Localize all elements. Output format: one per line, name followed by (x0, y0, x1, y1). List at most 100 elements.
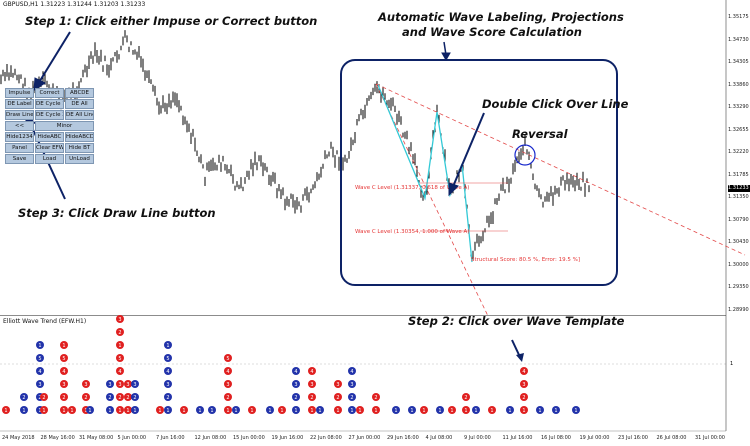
price-tick: 1.28990 (728, 306, 749, 313)
wave-marker (552, 406, 560, 414)
efw-control-panel: Impulse Correct ABCDE DE Label DE Cycle 1 DE … (5, 88, 94, 164)
wave-marker (60, 341, 68, 349)
panel-button-draw-line[interactable]: Draw Line (5, 110, 34, 120)
wave-marker-label: 2 (84, 395, 87, 401)
wave-marker (420, 406, 428, 414)
price-tick: 1.34730 (728, 36, 749, 43)
wave-marker-label: 1 (4, 408, 7, 414)
panel-button-de-cycle-1[interactable]: DE Cycle 1 (35, 99, 64, 109)
price-tick: 1.32655 (728, 126, 749, 133)
wave-marker-label: 1 (522, 408, 525, 414)
panel-button-hide-bt[interactable]: Hide BT (65, 143, 94, 153)
price-chart[interactable]: Wave C Level (1.31337, 0.618 of Wave A) … (0, 0, 750, 315)
wave-marker (348, 367, 356, 375)
wave-marker (520, 406, 528, 414)
channel-lower-line[interactable] (375, 83, 488, 315)
panel-button-back[interactable]: << (5, 121, 34, 131)
wave-marker-label: 1 (374, 408, 377, 414)
wave-marker-label: 1 (38, 343, 41, 349)
wave-marker-label: 1 (70, 408, 73, 414)
wave-marker (106, 393, 114, 401)
indicator-chart[interactable]: 1121234511212345111231123123451234123123… (0, 315, 750, 446)
panel-button-abcde[interactable]: ABCDE (65, 88, 94, 98)
panel-button-load[interactable]: Load (35, 154, 64, 164)
panel-button-save[interactable]: Save (5, 154, 34, 164)
panel-button-unload[interactable]: UnLoad (65, 154, 94, 164)
wave-marker-label: 5 (38, 356, 41, 362)
double-click-note: Double Click Over Line (482, 97, 629, 111)
wave-marker (60, 354, 68, 362)
structural-score: Structural Score: 80.5 %, Error: 19.5 %] (471, 257, 580, 263)
panel-button-de-all[interactable]: DE All (65, 99, 94, 109)
reversal-circle (514, 144, 536, 166)
wave-marker-label: 2 (294, 395, 297, 401)
wave-marker (131, 380, 139, 388)
panel-button-clear-efw[interactable]: Clear EFW (35, 143, 64, 153)
panel-button-de-label[interactable]: DE Label (5, 99, 34, 109)
wave-marker (116, 380, 124, 388)
time-tick: 22 Jun 08:00 (310, 435, 342, 441)
panel-button-hide1234[interactable]: Hide1234 (5, 132, 34, 142)
wave-marker (462, 406, 470, 414)
wave-marker-label: 1 (62, 343, 65, 349)
wave-marker (116, 328, 124, 336)
wave-marker (334, 393, 342, 401)
wave-marker-label: 1 (294, 408, 297, 414)
time-tick: 24 May 2018 (2, 435, 35, 441)
wave-marker (308, 380, 316, 388)
wave-marker-label: 2 (22, 395, 25, 401)
wave-marker (488, 406, 496, 414)
wave-marker (164, 367, 172, 375)
wave-marker-label: 4 (350, 369, 353, 375)
panel-button-minor[interactable]: Minor (35, 121, 94, 131)
wave-marker-label: 1 (474, 408, 477, 414)
time-tick: 12 Jun 08:00 (194, 435, 227, 441)
wave-marker-label: 3 (336, 382, 339, 388)
wave-marker (36, 380, 44, 388)
wave-marker-label: 3 (133, 382, 136, 388)
reversal-note: Reversal (512, 127, 568, 141)
wave-marker-label: 1 (62, 408, 65, 414)
current-price-tag: 1.31233 (728, 185, 750, 192)
panel-button-correct[interactable]: Correct (35, 88, 64, 98)
wave-marker-label: 1 (182, 408, 185, 414)
wave-marker (131, 393, 139, 401)
wave-marker-label: 1 (394, 408, 397, 414)
channel-upper-line[interactable] (375, 83, 746, 256)
panel-button-hideabc[interactable]: HideABC (35, 132, 64, 142)
wave-marker (68, 406, 76, 414)
wave-marker (86, 406, 94, 414)
wave-marker (224, 380, 232, 388)
time-tick: 31 Jul 00:00 (695, 435, 725, 441)
arrow-double-click-head (448, 182, 459, 197)
wave-marker (292, 406, 300, 414)
time-tick: 11 Jul 16:00 (502, 435, 533, 441)
wave-marker (82, 380, 90, 388)
wave-marker-label: 2 (350, 395, 353, 401)
wave-marker-label: 4 (294, 369, 297, 375)
wave-marker-label: 1 (158, 408, 161, 414)
wave-marker (308, 393, 316, 401)
wave-marker (60, 406, 68, 414)
panel-button-de-cycle-2[interactable]: DE Cycle 2 (35, 110, 64, 120)
wave-marker (436, 406, 444, 414)
wave-marker (408, 406, 416, 414)
price-tick: 1.30430 (728, 239, 749, 245)
panel-button-hideabcde[interactable]: HideABCDE (65, 132, 94, 142)
wave-marker-label: 1 (268, 408, 271, 414)
wave-marker (278, 406, 286, 414)
wave-marker (308, 406, 316, 414)
wave-marker (116, 354, 124, 362)
wave-marker-label: 1 (554, 408, 557, 414)
arrow-double-click (451, 112, 485, 190)
panel-button-de-all-line[interactable]: DE All Line (65, 110, 94, 120)
price-tick: 1.30790 (728, 216, 749, 223)
panel-button-impulse[interactable]: Impulse (5, 88, 34, 98)
wave-template-line[interactable] (377, 84, 473, 263)
wave-marker (334, 406, 342, 414)
wave-marker-label: 2 (226, 395, 229, 401)
wave-marker-label: 3 (294, 382, 297, 388)
wave-marker-label: 1 (310, 408, 313, 414)
panel-button-panel[interactable]: Panel (5, 143, 34, 153)
wave-marker (372, 406, 380, 414)
